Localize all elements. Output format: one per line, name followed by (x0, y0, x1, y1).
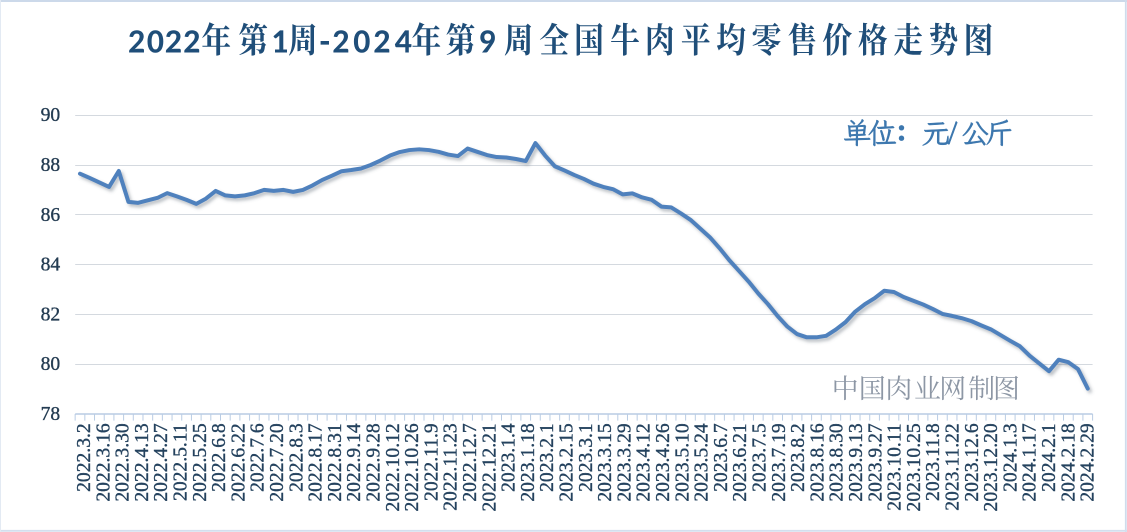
svg-text:86: 86 (41, 205, 61, 226)
svg-text:2022.3.16: 2022.3.16 (93, 423, 114, 502)
svg-text:2023.9.27: 2023.9.27 (865, 423, 886, 502)
svg-text:2023.3.29: 2023.3.29 (614, 423, 635, 501)
svg-text:2022.3.30: 2022.3.30 (113, 423, 134, 502)
svg-text:2022.4.27: 2022.4.27 (151, 423, 172, 502)
svg-text:2023.6.21: 2023.6.21 (730, 423, 751, 501)
svg-text:2023.8.16: 2023.8.16 (807, 423, 828, 502)
svg-text:2023.3.15: 2023.3.15 (595, 423, 616, 502)
svg-text:2023.7.5: 2023.7.5 (750, 423, 771, 492)
svg-text:2023.2.15: 2023.2.15 (557, 423, 578, 502)
svg-text:2022.7.20: 2022.7.20 (267, 423, 288, 502)
svg-text:2023.12.6: 2023.12.6 (962, 423, 983, 502)
svg-text:2022.8.17: 2022.8.17 (306, 423, 327, 502)
svg-text:2024.2.1: 2024.2.1 (1039, 423, 1060, 492)
svg-text:2023.5.24: 2023.5.24 (692, 423, 713, 502)
svg-text:2022.11.23: 2022.11.23 (441, 423, 462, 511)
svg-text:2023.11.8: 2023.11.8 (923, 423, 944, 501)
svg-text:2023.10.25: 2023.10.25 (904, 423, 925, 511)
svg-text:2023.1.4: 2023.1.4 (499, 423, 520, 492)
svg-text:2022.5.11: 2022.5.11 (171, 423, 192, 501)
svg-text:2023.8.30: 2023.8.30 (827, 423, 848, 502)
svg-text:88: 88 (41, 155, 61, 176)
svg-text:2023.6.7: 2023.6.7 (711, 423, 732, 492)
svg-text:78: 78 (41, 404, 61, 425)
svg-text:2022.4.13: 2022.4.13 (132, 423, 153, 502)
svg-text:2022.6.8: 2022.6.8 (209, 423, 230, 492)
svg-text:2022.9.28: 2022.9.28 (364, 423, 385, 502)
svg-text:2022.5.25: 2022.5.25 (190, 423, 211, 502)
svg-text:2022.11.9: 2022.11.9 (421, 423, 442, 501)
svg-text:2022.10.26: 2022.10.26 (402, 423, 423, 511)
svg-text:2022.9.14: 2022.9.14 (344, 423, 365, 502)
svg-text:2022.10.12: 2022.10.12 (383, 423, 404, 511)
svg-text:2023.10.11: 2023.10.11 (885, 423, 906, 510)
svg-text:80: 80 (41, 354, 61, 375)
svg-text:2024.1.17: 2024.1.17 (1020, 423, 1041, 502)
svg-text:2022.3.2: 2022.3.2 (74, 423, 95, 492)
svg-text:2023.4.26: 2023.4.26 (653, 423, 674, 502)
svg-text:2023.4.12: 2023.4.12 (634, 423, 655, 501)
svg-text:2023.1.18: 2023.1.18 (518, 423, 539, 502)
svg-text:2023.8.2: 2023.8.2 (788, 423, 809, 492)
svg-text:82: 82 (41, 304, 61, 325)
svg-text:2023.2.1: 2023.2.1 (537, 423, 558, 492)
svg-text:2023.9.13: 2023.9.13 (846, 423, 867, 502)
svg-text:2022.12.21: 2022.12.21 (479, 423, 500, 511)
svg-text:2022.8.3: 2022.8.3 (286, 423, 307, 492)
svg-text:2023.12.20: 2023.12.20 (981, 423, 1002, 511)
svg-text:2024.1.3: 2024.1.3 (1000, 423, 1021, 492)
svg-text:2022.7.6: 2022.7.6 (248, 423, 269, 492)
svg-text:2022.8.31: 2022.8.31 (325, 423, 346, 501)
svg-text:84: 84 (41, 255, 61, 276)
svg-text:2022.6.22: 2022.6.22 (228, 423, 249, 501)
svg-text:2022.12.7: 2022.12.7 (460, 423, 481, 502)
svg-text:2023.7.19: 2023.7.19 (769, 423, 790, 501)
svg-text:2024.2.29: 2024.2.29 (1078, 423, 1099, 501)
svg-text:2023.5.10: 2023.5.10 (672, 423, 693, 502)
svg-text:2024.2.18: 2024.2.18 (1058, 423, 1079, 502)
svg-text:2023.3.1: 2023.3.1 (576, 423, 597, 492)
svg-text:2023.11.22: 2023.11.22 (943, 423, 964, 510)
svg-text:90: 90 (41, 105, 61, 126)
